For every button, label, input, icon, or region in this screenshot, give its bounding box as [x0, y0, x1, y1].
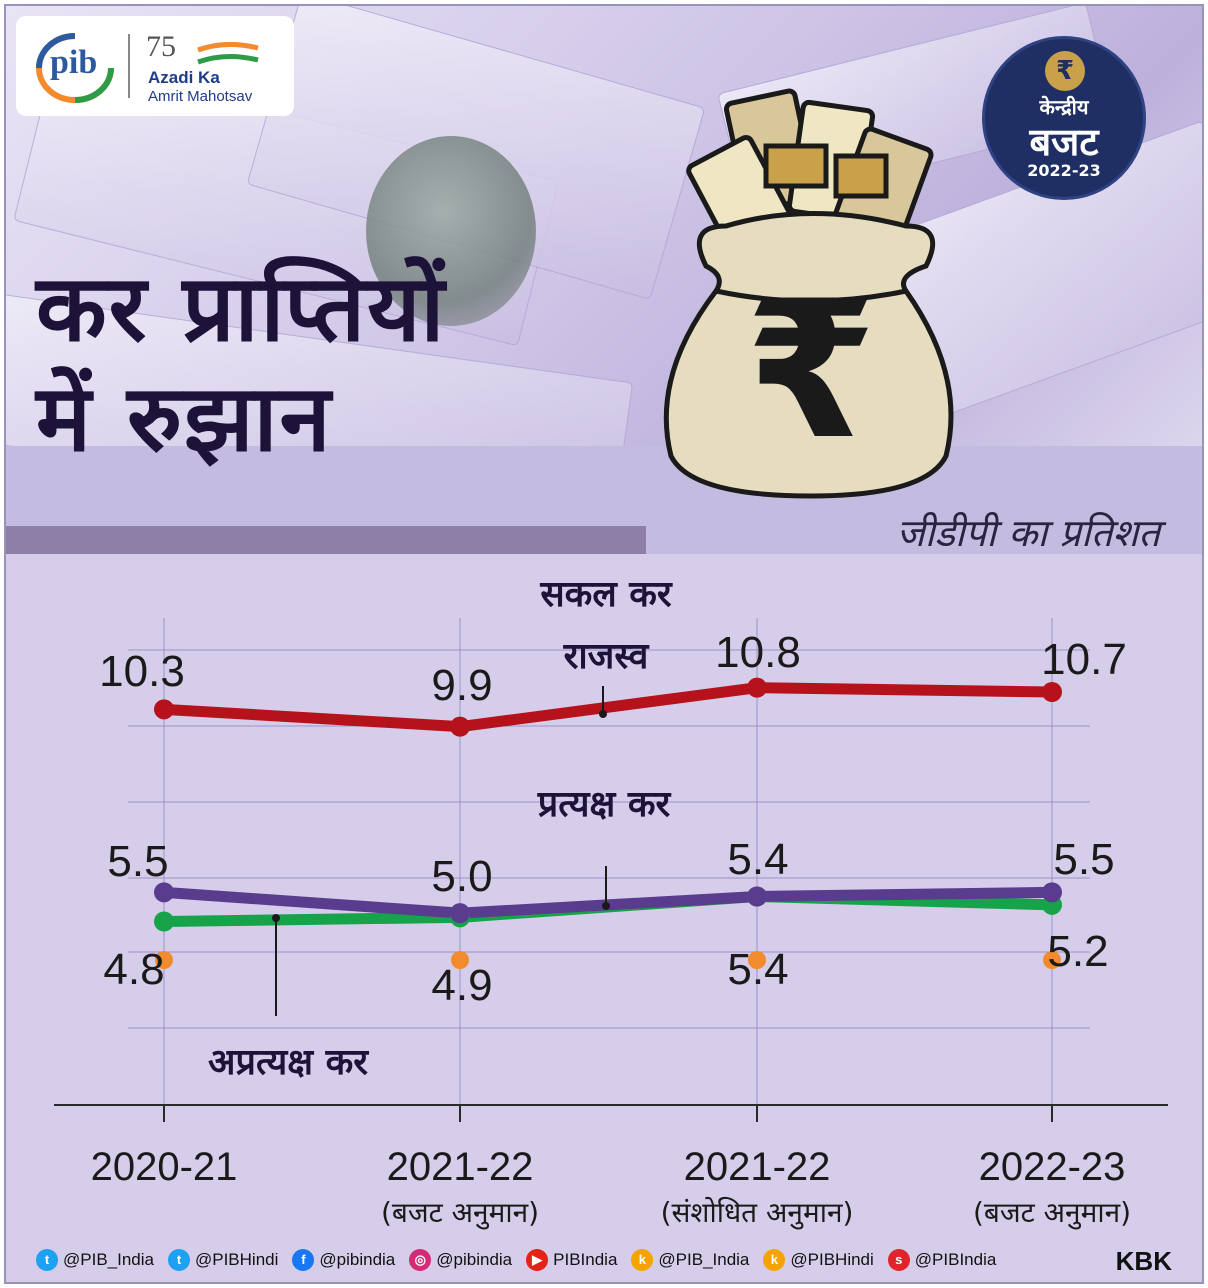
- pib-logo-text: pib: [50, 44, 98, 81]
- social-handle-label: @PIBHindi: [194, 1250, 279, 1269]
- series-line: [158, 682, 1058, 733]
- data-point: [1042, 882, 1062, 903]
- social-media-footer: t @PIB_India t @PIBHindi f @pibindia ◎ @pibindi…: [6, 1238, 1202, 1282]
- money-collage-banner: pib 75 Azadi Ka Amrit Mahotsav ₹ केन्द्र…: [6, 6, 1202, 554]
- social-handle[interactable]: s @PIBIndia: [887, 1249, 997, 1271]
- annotation-pointer-dot: [272, 914, 280, 922]
- twitter-icon: t: [167, 1249, 190, 1271]
- chart-value-labels: 10.3 9.9 10.8 10.7 5.5 5.0 5.4 5.5 4.8 4.9 5.4 5.2: [99, 628, 1127, 1010]
- indirect-tax-value-label: 4.9: [431, 961, 492, 1010]
- annotation-pointer-dot: [602, 902, 610, 910]
- koo-icon: k: [631, 1249, 654, 1271]
- x-axis-estimate-label: (संशोधित अनुमान): [661, 1196, 854, 1230]
- annotation-pointer-dot: [599, 710, 607, 718]
- data-point-marker: [748, 951, 766, 969]
- social-handle-label: @pibindia: [319, 1250, 396, 1269]
- data-point: [154, 699, 174, 720]
- gross-tax-value-label: 9.9: [431, 661, 492, 710]
- facebook-icon: f: [292, 1249, 315, 1271]
- youtube-icon: ▶: [526, 1249, 549, 1271]
- data-point: [747, 677, 767, 698]
- tricolor-swoosh-icon: [197, 42, 259, 65]
- azadi-logo-line1: Azadi Ka: [148, 68, 220, 87]
- gross-tax-series-label: सकल कर: [539, 574, 673, 615]
- indirect-tax-value-label: 4.8: [103, 945, 164, 994]
- chart-x-axis-labels: 2020-21 2021-22 (बजट अनुमान) 2021-22 (संशोधि…: [91, 1145, 1131, 1230]
- logo-divider: [128, 34, 130, 98]
- azadi-logo-number: 75: [146, 30, 176, 63]
- data-point: [1042, 682, 1062, 702]
- social-handle-label: @pibindia: [436, 1250, 513, 1269]
- chart-grid: [54, 618, 1168, 1122]
- indirect-tax-value-label: 5.4: [727, 945, 788, 994]
- money-bag-icon: ₹: [663, 88, 954, 499]
- indirect-tax-value-label: 5.2: [1047, 927, 1108, 976]
- x-axis-year-label: 2022-23: [979, 1145, 1126, 1189]
- sharechat-icon: s: [887, 1249, 910, 1271]
- indirect-tax-series-label: अप्रत्यक्ष कर: [208, 1042, 369, 1083]
- social-handle[interactable]: t @PIB_India: [36, 1249, 154, 1271]
- direct-tax-value-label: 5.0: [431, 852, 492, 901]
- badge-label-central: केन्द्रीय: [1039, 95, 1089, 119]
- social-handle[interactable]: ▶ PIBIndia: [526, 1249, 617, 1271]
- page-title-line1: कर प्राप्तियों: [36, 255, 447, 362]
- logo-strip: pib 75 Azadi Ka Amrit Mahotsav: [16, 16, 294, 116]
- direct-tax-value-label: 5.4: [727, 835, 788, 884]
- title-band-shadow: [6, 526, 646, 554]
- instagram-icon: ◎: [409, 1249, 432, 1271]
- chart-subtitle: जीडीपी का प्रतिशत: [896, 511, 1160, 554]
- koo-icon: k: [763, 1249, 786, 1271]
- social-handle-label: PIBIndia: [553, 1250, 618, 1269]
- infographic-frame: pib 75 Azadi Ka Amrit Mahotsav ₹ केन्द्र…: [4, 4, 1204, 1284]
- gross-tax-value-label: 10.3: [99, 647, 185, 696]
- gross-tax-series-label: राजस्व: [563, 636, 651, 677]
- badge-label-budget: बजट: [1029, 120, 1099, 164]
- social-handle-label: @PIB_India: [63, 1250, 154, 1269]
- data-point: [747, 886, 767, 907]
- chart-series-annotations: सकल कर राजस्व प्रत्यक्ष कर अप्रत्यक्ष कर: [208, 574, 673, 1083]
- data-point: [154, 882, 174, 903]
- gross-tax-value-label: 10.7: [1041, 635, 1127, 684]
- social-handle[interactable]: t @PIBHindi: [167, 1249, 279, 1271]
- banknote-portrait-image: [366, 136, 536, 326]
- badge-label-year: 2022-23: [1027, 161, 1101, 180]
- tax-trend-line-chart: 10.3 9.910.8 10.75.5 5.0 5.4 5.54.8 4.9 5.4 5.2 …: [54, 574, 1168, 1230]
- social-handle[interactable]: k @PIB_India: [631, 1249, 749, 1271]
- pib-logo-icon: [36, 33, 114, 103]
- social-handle[interactable]: k @PIBHindi: [763, 1249, 874, 1271]
- direct-tax-value-label: 5.5: [107, 837, 168, 886]
- union-budget-badge: ₹ केन्द्रीय बजट 2022-23: [982, 36, 1146, 200]
- rupee-icon: ₹: [1045, 51, 1085, 91]
- page-title-line2: में रुझान: [36, 365, 333, 472]
- page-title: कर प्राप्तियों में रुझान: [36, 254, 446, 474]
- data-point-marker: [451, 951, 469, 969]
- x-axis-year-label: 2021-22: [387, 1145, 534, 1189]
- direct-tax-value-label: 5.5: [1053, 835, 1114, 884]
- data-point-marker: [1043, 951, 1061, 969]
- data-point-marker: [155, 951, 173, 969]
- social-handle[interactable]: f @pibindia: [292, 1249, 395, 1271]
- data-point: [450, 716, 470, 737]
- x-axis-year-label: 2020-21: [91, 1145, 238, 1189]
- bag-rupee-symbol: ₹: [745, 260, 877, 481]
- social-handle[interactable]: ◎ @pibindia: [409, 1249, 512, 1271]
- social-handle-label: @PIBIndia: [914, 1250, 997, 1269]
- gross-tax-value-label: 10.8: [715, 628, 801, 677]
- data-point: [154, 911, 174, 932]
- chart-data-points: [154, 677, 1062, 969]
- artist-credit: KBK: [1115, 1246, 1172, 1276]
- social-handle-label: @PIB_India: [658, 1250, 750, 1269]
- x-axis-year-label: 2021-22: [684, 1145, 831, 1189]
- social-handle-label: @PIBHindi: [790, 1250, 874, 1269]
- x-axis-estimate-label: (बजट अनुमान): [381, 1196, 539, 1230]
- x-axis-estimate-label: (बजट अनुमान): [973, 1196, 1131, 1230]
- direct-tax-series-label: प्रत्यक्ष कर: [537, 784, 672, 825]
- twitter-icon: t: [36, 1249, 58, 1271]
- data-point: [450, 903, 470, 924]
- azadi-logo-line2: Amrit Mahotsav: [148, 88, 253, 105]
